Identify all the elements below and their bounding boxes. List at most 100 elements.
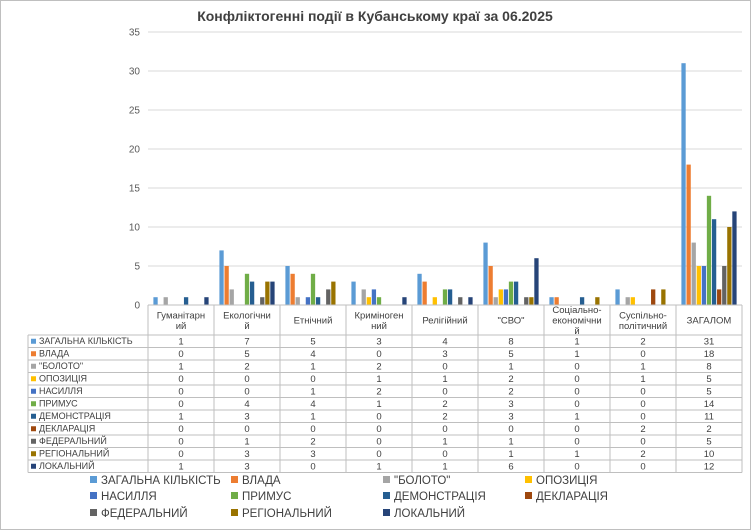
table-cell: 1: [178, 362, 183, 373]
table-cell: 0: [178, 374, 183, 385]
bar: [493, 297, 498, 305]
table-cell: 2: [244, 362, 249, 373]
table-cell: 0: [310, 424, 315, 435]
legend-key: [383, 509, 390, 516]
table-cell: 3: [376, 337, 381, 348]
table-cell: 18: [704, 349, 715, 360]
category-label-line: Суспільно-: [619, 310, 667, 321]
legend-label: "БОЛОТО": [394, 475, 450, 487]
bar: [260, 297, 265, 305]
legend-label: ФЕДЕРАЛЬНИЙ: [101, 507, 188, 520]
bar: [661, 289, 666, 305]
table-cell: 2: [376, 387, 381, 398]
table-cell: 1: [178, 462, 183, 473]
table-cell: 1: [178, 337, 183, 348]
legend-label: ВЛАДА: [242, 475, 281, 487]
table-cell: 0: [508, 424, 513, 435]
category-label: "СВО": [497, 316, 524, 327]
table-cell: 8: [706, 362, 711, 373]
table-cell: 1: [310, 387, 315, 398]
bar: [701, 266, 707, 305]
bar: [722, 266, 727, 305]
table-cell: 5: [706, 437, 711, 448]
bar: [458, 297, 463, 305]
bar: [229, 289, 234, 305]
table-cell: 31: [704, 337, 715, 348]
table-cell: 1: [508, 437, 513, 448]
bar: [513, 281, 519, 305]
y-tick-label: 0: [134, 301, 140, 312]
table-series-label: РЕГІОНАЛЬНИЙ: [39, 448, 109, 459]
legend-label: ПРИМУС: [242, 491, 291, 503]
table-cell: 4: [310, 349, 315, 360]
table-cell: 1: [442, 374, 447, 385]
legend-label: РЕГІОНАЛЬНИЙ: [242, 507, 332, 520]
table-legend-key: [31, 426, 36, 432]
table-series-label: ВЛАДА: [39, 349, 69, 359]
category-label: Етнічний: [294, 316, 333, 327]
bar: [422, 281, 427, 305]
table-cell: 0: [244, 424, 249, 435]
table-legend-key: [31, 388, 36, 394]
legend-key: [231, 476, 238, 483]
table-cell: 5: [508, 349, 513, 360]
bar: [265, 281, 270, 305]
table-cell: 2: [310, 437, 315, 448]
category-label: Екологічни й: [223, 310, 271, 332]
bar: [183, 297, 189, 305]
table-cell: 0: [178, 449, 183, 460]
table-cell: 3: [244, 412, 249, 423]
table-cell: 1: [574, 412, 579, 423]
table-cell: 2: [706, 424, 711, 435]
bar: [249, 281, 255, 305]
table-legend-key: [31, 363, 36, 369]
table-cell: 1: [574, 449, 579, 460]
table-cell: 1: [376, 462, 381, 473]
bar: [732, 211, 737, 305]
gridlines: [148, 31, 742, 306]
bar: [270, 281, 275, 305]
bar: [524, 297, 529, 305]
table-cell: 1: [640, 362, 645, 373]
table-legend-key: [31, 376, 36, 382]
table-cell: 5: [706, 387, 711, 398]
legend-key: [525, 492, 532, 499]
table-cell: 0: [310, 374, 315, 385]
legend-key: [525, 476, 532, 483]
table-cell: 0: [442, 362, 447, 373]
table-cell: 0: [178, 349, 183, 360]
table-cell: 0: [574, 437, 579, 448]
bar: [402, 297, 407, 305]
chart-title: Конфліктогенні події в Кубанському краї …: [197, 8, 553, 24]
legend-label: ЛОКАЛЬНИЙ: [394, 507, 465, 520]
table-series-label: "БОЛОТО": [39, 361, 83, 371]
table-cell: 7: [244, 337, 249, 348]
table-legend-key: [31, 351, 36, 357]
legend-label: НАСИЛЛЯ: [101, 491, 157, 503]
category-label-line: ий: [176, 321, 187, 332]
bar: [310, 273, 316, 305]
table-cell: 3: [244, 462, 249, 473]
table-cell: 2: [376, 362, 381, 373]
table-cell: 1: [178, 412, 183, 423]
bar: [711, 219, 717, 305]
bar: [447, 289, 453, 305]
y-tick-label: 5: [134, 262, 140, 273]
bar: [305, 297, 311, 305]
table-cell: 1: [508, 449, 513, 460]
bar: [295, 297, 300, 305]
bar: [498, 289, 503, 305]
table-cell: 2: [508, 374, 513, 385]
category-label: Релігійний: [422, 316, 467, 327]
table-cell: 1: [508, 362, 513, 373]
bar: [681, 63, 686, 306]
table-cell: 0: [442, 449, 447, 460]
bar: [508, 281, 514, 305]
category-label-line: ЗАГАЛОМ: [687, 316, 732, 327]
table-series-label: ДЕМОНСТРАЦІЯ: [39, 411, 111, 421]
category-label-line: й: [574, 326, 579, 337]
legend-label: ОПОЗИЦІЯ: [536, 475, 597, 487]
